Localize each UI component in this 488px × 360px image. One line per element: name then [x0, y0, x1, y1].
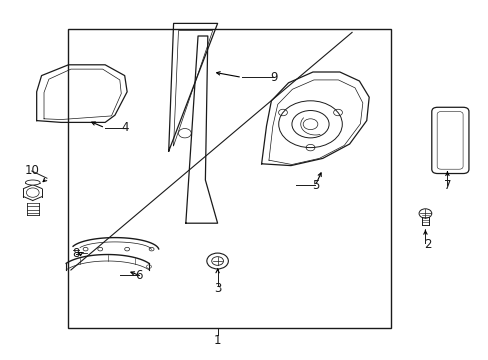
Text: 3: 3	[213, 282, 221, 294]
FancyBboxPatch shape	[436, 112, 462, 169]
Text: 8: 8	[72, 247, 80, 260]
Bar	[68, 29, 390, 328]
Text: 5: 5	[311, 179, 319, 192]
Text: 1: 1	[213, 334, 221, 347]
Text: 9: 9	[269, 71, 277, 84]
Text: 6: 6	[135, 269, 143, 282]
Text: 7: 7	[443, 179, 450, 192]
Ellipse shape	[25, 180, 40, 185]
FancyBboxPatch shape	[431, 107, 468, 174]
Text: 10: 10	[24, 165, 39, 177]
Text: 2: 2	[423, 238, 431, 251]
Text: 4: 4	[121, 121, 128, 134]
